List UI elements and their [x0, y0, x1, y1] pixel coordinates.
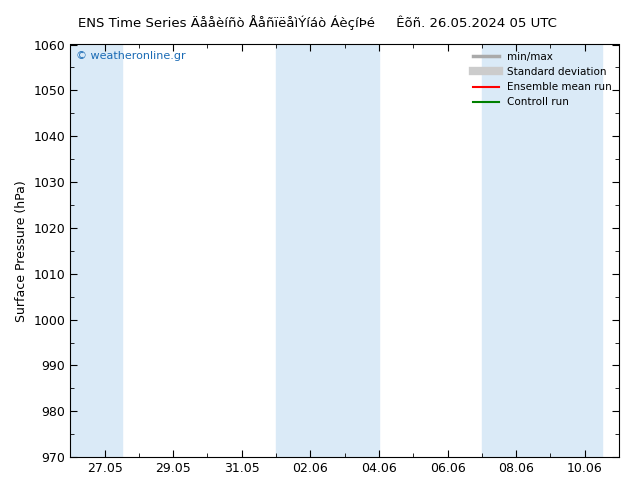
Bar [533, 45, 602, 457]
Bar [70, 45, 122, 457]
Bar [276, 45, 328, 457]
Legend: min/max, Standard deviation, Ensemble mean run, Controll run: min/max, Standard deviation, Ensemble me… [469, 48, 616, 112]
Bar [482, 45, 533, 457]
Bar [328, 45, 379, 457]
Text: © weatheronline.gr: © weatheronline.gr [76, 50, 185, 61]
Y-axis label: Surface Pressure (hPa): Surface Pressure (hPa) [15, 180, 28, 322]
Text: ENS Time Series Äååèíñò ÅåñïëåìÝíáò ÁèçíÞé     Êõñ. 26.05.2024 05 UTC: ENS Time Series Äååèíñò ÅåñïëåìÝíáò Áèçí… [77, 15, 557, 30]
